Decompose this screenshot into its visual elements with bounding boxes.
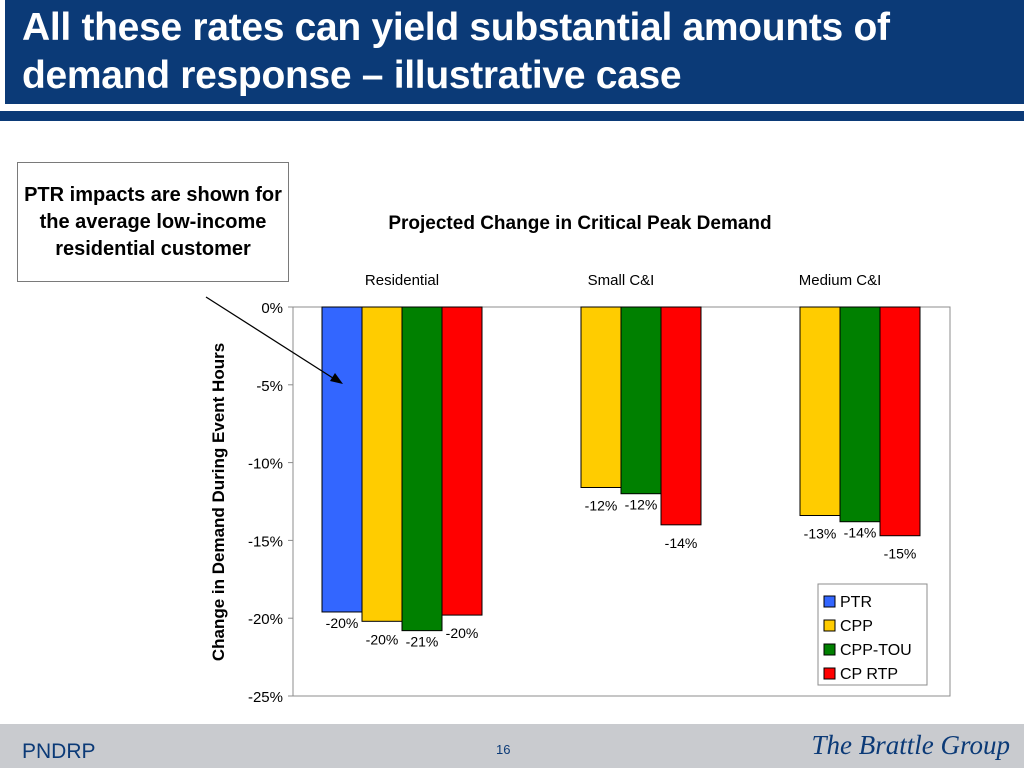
data-label: -21% <box>406 634 439 650</box>
y-axis-label: Change in Demand During Event Hours <box>209 343 228 661</box>
data-label: -13% <box>804 526 837 542</box>
callout-arrowhead <box>330 373 343 384</box>
legend-swatch <box>823 619 836 632</box>
title-rule <box>0 111 1024 121</box>
data-label: -12% <box>625 497 658 513</box>
category-label: Residential <box>365 272 439 289</box>
y-tick-label: -5% <box>256 378 283 395</box>
data-label: -20% <box>366 631 399 647</box>
bar <box>401 306 443 632</box>
page-number: 16 <box>496 742 511 757</box>
data-label: -20% <box>326 615 359 631</box>
legend-swatch <box>823 643 836 656</box>
bar <box>441 306 483 616</box>
legend-label: CP RTP <box>840 666 898 683</box>
callout-arrow <box>205 296 337 381</box>
footer-bar <box>0 724 1024 768</box>
y-tick-label: -15% <box>248 533 283 550</box>
chart-title: Projected Change in Critical Peak Demand <box>388 213 771 234</box>
data-label: -15% <box>884 546 917 562</box>
data-label: -14% <box>665 535 698 551</box>
bar <box>361 306 403 622</box>
data-label: -14% <box>844 525 877 541</box>
callout-box: PTR impacts are shown for the average lo… <box>17 162 289 282</box>
slide-title: All these rates can yield substantial am… <box>22 6 890 97</box>
legend <box>817 583 928 686</box>
y-tick-label: -10% <box>248 456 283 473</box>
bar <box>839 306 881 523</box>
callout-text: PTR impacts are shown for the average lo… <box>24 183 282 260</box>
data-label: -12% <box>585 497 618 513</box>
legend-swatch <box>823 667 836 680</box>
legend-label: CPP-TOU <box>840 642 912 659</box>
legend-swatch <box>823 595 836 608</box>
y-tick-label: -25% <box>248 689 283 706</box>
title-bar <box>0 0 1024 104</box>
bar <box>620 306 662 495</box>
y-tick-label: 0% <box>261 300 283 317</box>
category-label: Medium C&I <box>799 272 882 289</box>
legend-label: CPP <box>840 618 873 635</box>
bar <box>799 306 841 517</box>
legend-label: PTR <box>840 594 872 611</box>
bar <box>321 306 363 613</box>
bar <box>580 306 622 488</box>
bar <box>660 306 702 526</box>
data-label: -20% <box>446 625 479 641</box>
title-accent <box>0 0 5 104</box>
category-label: Small C&I <box>588 272 655 289</box>
footer-label: PNDRP <box>22 740 96 763</box>
y-tick-label: -20% <box>248 611 283 628</box>
brand-logo: The Brattle Group <box>811 730 1011 760</box>
bar <box>879 306 921 537</box>
